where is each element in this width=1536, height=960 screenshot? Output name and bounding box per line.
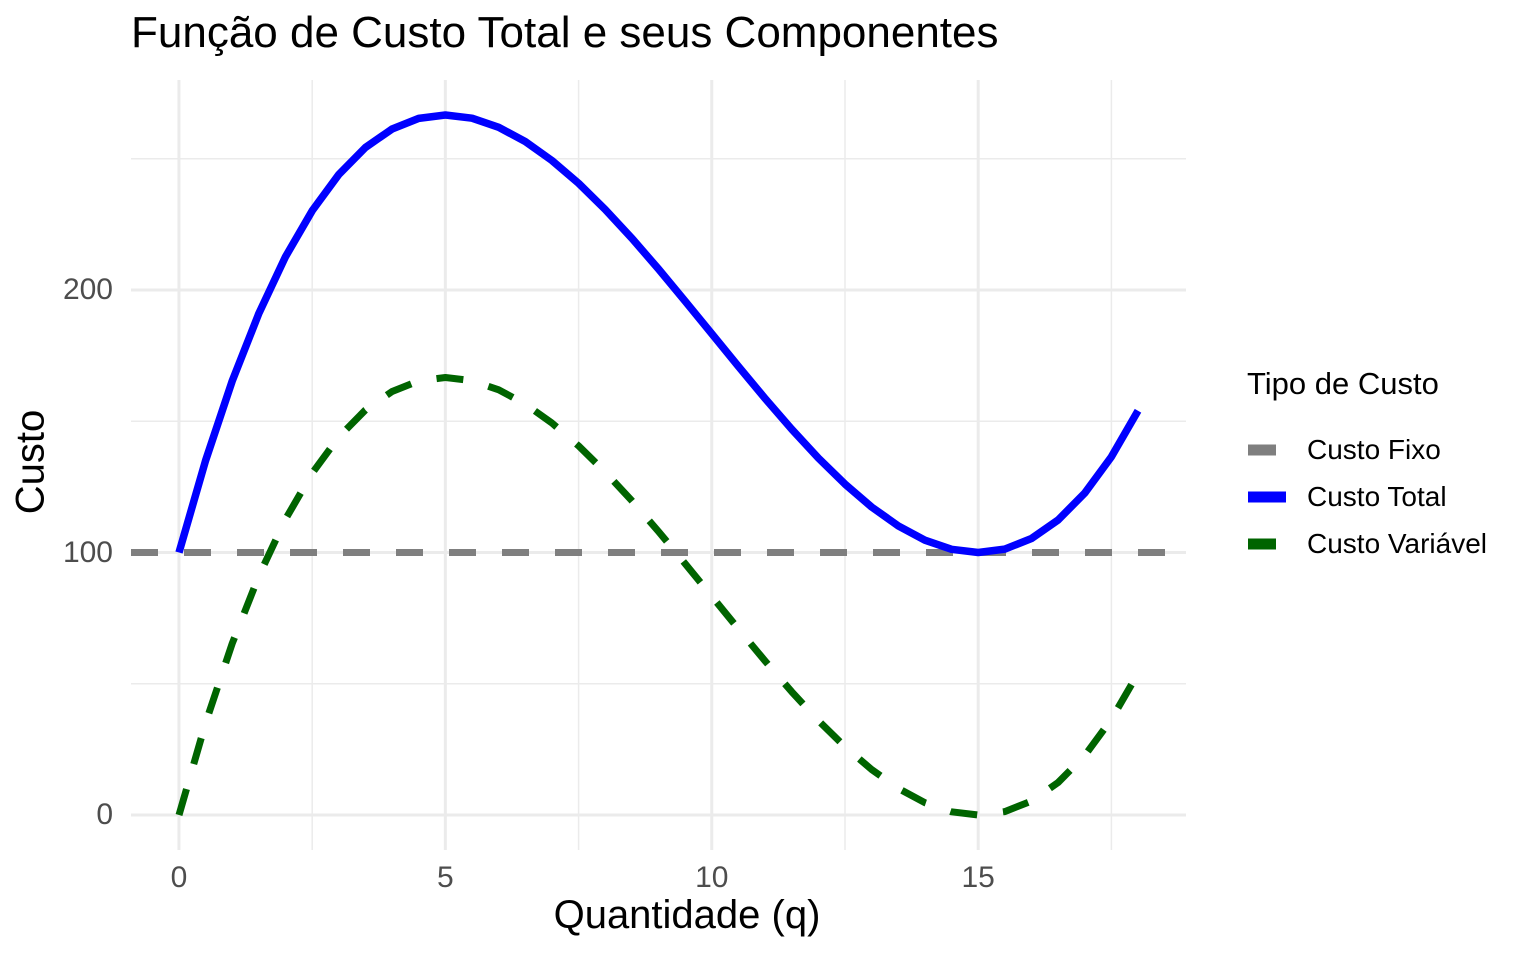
legend-label: Custo Total <box>1307 480 1447 512</box>
series-line-1 <box>175 111 1142 557</box>
legend-key-solid-line-icon <box>1248 491 1286 502</box>
x-axis-title: Quantidade (q) <box>553 893 821 937</box>
chart-title: Função de Custo Total e seus Componentes <box>131 8 999 57</box>
y-axis-title: Custo <box>8 409 53 515</box>
x-tick-label: 5 <box>437 861 454 894</box>
x-tick-label: 15 <box>961 861 995 894</box>
legend-item: Custo Fixo <box>1247 426 1487 473</box>
legend-title: Tipo de Custo <box>1247 366 1439 401</box>
legend-label: Custo Variável <box>1307 527 1488 559</box>
legend-key-dashed-line-icon <box>1248 444 1286 455</box>
legend-item: Custo Variável <box>1247 520 1487 567</box>
series-line-2 <box>175 374 1142 819</box>
legend-items: Custo Fixo Custo Total Custo Variável <box>1247 426 1487 567</box>
legend-label: Custo Fixo <box>1307 433 1441 465</box>
legend-item: Custo Total <box>1247 473 1487 520</box>
y-tick-label: 0 <box>96 798 113 831</box>
y-tick-label: 100 <box>62 535 113 569</box>
legend: Tipo de Custo Custo Fixo Custo Total Custo… <box>1247 366 1487 567</box>
legend-key-dashed-line-icon <box>1248 538 1286 549</box>
y-tick-label: 200 <box>62 273 113 306</box>
x-tick-label: 0 <box>170 861 188 894</box>
x-tick-label: 10 <box>695 861 729 894</box>
